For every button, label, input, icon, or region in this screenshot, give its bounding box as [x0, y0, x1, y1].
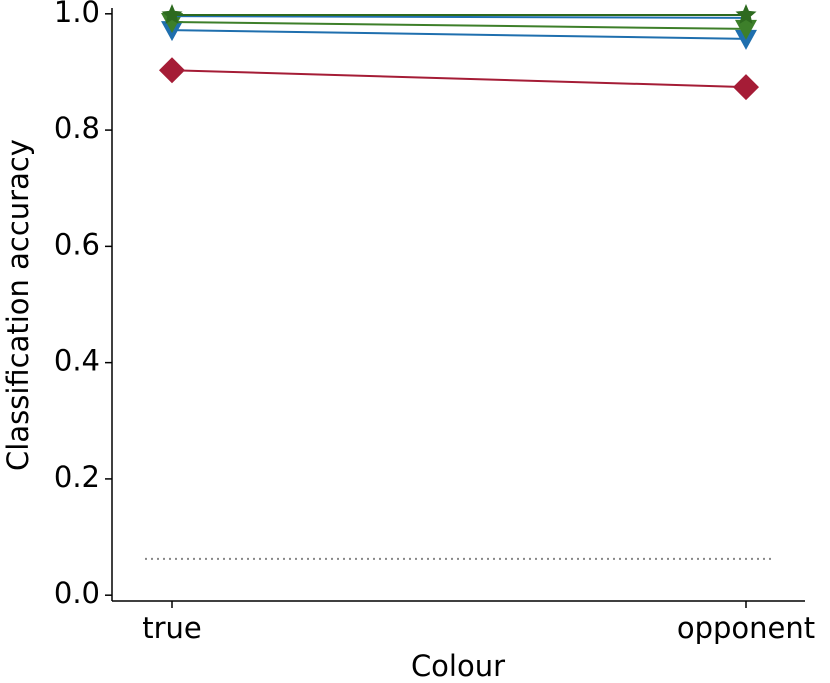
y-tick-label: 0.0 — [54, 576, 100, 610]
series-line — [171, 20, 747, 30]
x-axis-label: Colour — [411, 649, 505, 683]
series-line — [171, 29, 747, 40]
series-line — [171, 69, 747, 89]
marker — [735, 4, 757, 24]
y-tick-label: 1.0 — [54, 0, 100, 29]
marker — [159, 57, 185, 84]
y-axis-label: Classification accuracy — [1, 139, 35, 471]
y-tick-label: 0.6 — [54, 227, 100, 261]
marker — [161, 4, 183, 24]
marker — [161, 12, 183, 33]
x-tick-label: opponent — [677, 611, 815, 645]
marker — [733, 74, 759, 101]
y-tick-label: 0.4 — [54, 344, 100, 378]
x-tick-label: true — [142, 611, 202, 645]
y-tick-label: 0.2 — [54, 460, 100, 494]
marker — [735, 19, 757, 40]
series-line — [171, 15, 747, 19]
y-tick-label: 0.8 — [54, 111, 100, 145]
